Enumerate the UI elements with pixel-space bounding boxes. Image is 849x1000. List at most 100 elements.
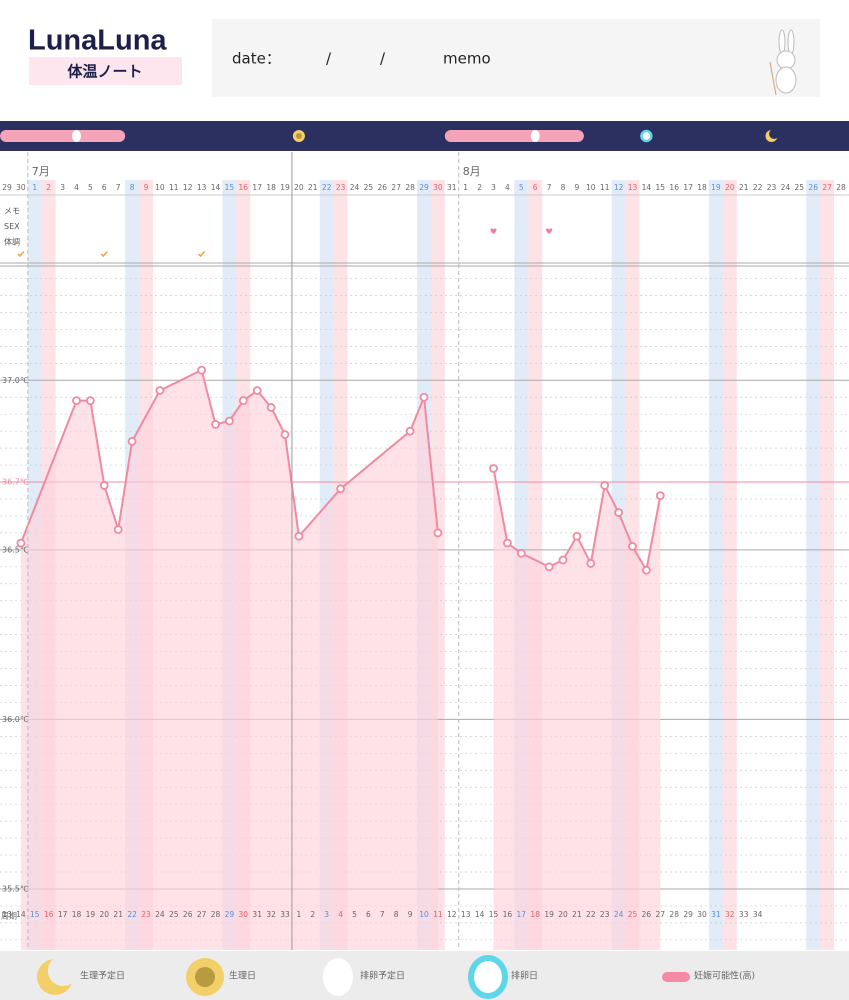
cycle-day: 18: [72, 910, 82, 919]
temperature-point: [211, 419, 220, 429]
day-label: 9: [575, 183, 580, 192]
cycle-day: 28: [211, 910, 221, 919]
legend-label: 妊娠可能性(高): [694, 970, 755, 982]
day-label: 27: [822, 183, 832, 192]
day-label: 11: [600, 183, 610, 192]
reference-label: 36.7℃: [2, 478, 29, 487]
temperature-point: [280, 430, 290, 439]
temperature-point: [155, 386, 165, 395]
day-label: 19: [280, 183, 290, 192]
temperature-point: [642, 565, 651, 575]
sex-heart: [546, 228, 553, 234]
day-label: 17: [252, 183, 262, 192]
condition-check: [198, 251, 206, 258]
day-label: 8: [130, 183, 135, 192]
memo-label: memo: [443, 50, 491, 68]
day-label: 28: [405, 183, 415, 192]
day-label: 10: [586, 183, 596, 192]
logo: LunaLuna: [28, 25, 167, 57]
day-label: 10: [155, 183, 165, 192]
cycle-day: 11: [433, 910, 443, 919]
day-label: 24: [350, 183, 360, 192]
temperature-point: [572, 531, 582, 541]
legend-icon: [195, 967, 215, 987]
cycle-day: 20: [100, 910, 110, 919]
day-label: 14: [642, 183, 652, 192]
day-label: 25: [795, 183, 805, 192]
day-label: 7: [547, 183, 552, 192]
cycle-day: 16: [503, 910, 513, 919]
cycle-day: 3: [324, 910, 329, 919]
cycle-day: 2: [310, 910, 315, 919]
day-label: 18: [266, 183, 276, 192]
condition-check: [100, 251, 108, 258]
cycle-day: 29: [683, 910, 693, 919]
cycle-day: 16: [44, 910, 54, 919]
day-label: 2: [477, 183, 482, 192]
day-label: 24: [781, 183, 791, 192]
temperature-point: [224, 416, 234, 426]
memo-box: [212, 19, 820, 97]
day-label: 16: [239, 183, 249, 192]
day-label: 22: [322, 183, 332, 192]
temperature-point: [16, 538, 26, 548]
rabbit: [769, 29, 797, 96]
cycle-day: 22: [586, 910, 596, 919]
cycle-day: 13: [2, 910, 12, 919]
day-label: 1: [32, 183, 37, 192]
day-label: 23: [336, 183, 346, 192]
day-label: 23: [767, 183, 777, 192]
cycle-day: 7: [380, 910, 385, 919]
day-label: 18: [697, 183, 707, 192]
cycle-day: 18: [530, 910, 540, 919]
temperature-point: [252, 386, 262, 395]
temperature-point: [433, 528, 443, 538]
legend-icon: [323, 958, 353, 996]
cycle-day: 9: [408, 910, 413, 919]
temperature-point: [558, 555, 568, 565]
cycle-day: 15: [489, 910, 499, 919]
cycle-day: 14: [16, 910, 26, 919]
legend-icon: [662, 972, 690, 982]
cycle-day: 26: [642, 910, 652, 919]
day-label: 20: [294, 183, 304, 192]
cycle-day: 30: [239, 910, 249, 919]
day-label: 26: [378, 183, 388, 192]
temperature-point: [113, 525, 123, 534]
cycle-day: 27: [656, 910, 666, 919]
cycle-day: 25: [628, 910, 638, 919]
day-label: 1: [463, 183, 468, 192]
day-label: 16: [669, 183, 679, 192]
weekend-column: [708, 180, 723, 950]
cycle-day: 19: [544, 910, 554, 919]
temperature-point: [127, 436, 137, 446]
day-label: 15: [656, 183, 666, 192]
day-label: 13: [197, 183, 207, 192]
temperature-point: [489, 464, 498, 473]
temperature-point: [405, 426, 415, 436]
cycle-day: 27: [197, 910, 207, 919]
day-label: 17: [683, 183, 693, 192]
temperature-area: [493, 468, 661, 950]
day-label: 29: [2, 183, 12, 192]
cycle-day: 4: [338, 910, 343, 919]
legend-label: 生理予定日: [80, 970, 125, 982]
temperature-point: [294, 531, 304, 541]
weekend-column: [806, 180, 821, 950]
day-label: 21: [739, 183, 749, 192]
cycle-day: 30: [697, 910, 707, 919]
cycle-day: 10: [419, 910, 429, 919]
date-separator: /: [326, 50, 332, 68]
day-label: 8: [561, 183, 566, 192]
temperature-point: [72, 396, 81, 406]
day-label: 6: [533, 183, 538, 192]
legend-icon-cut: [47, 955, 79, 986]
legend-label: 排卵予定日: [360, 970, 405, 982]
y-tick-label: 36.0℃: [2, 715, 29, 724]
month-label: 7月: [32, 165, 50, 178]
cycle-day: 17: [517, 910, 527, 919]
day-label: 28: [836, 183, 846, 192]
sex-heart: [490, 228, 497, 234]
cycle-day: 22: [127, 910, 137, 919]
